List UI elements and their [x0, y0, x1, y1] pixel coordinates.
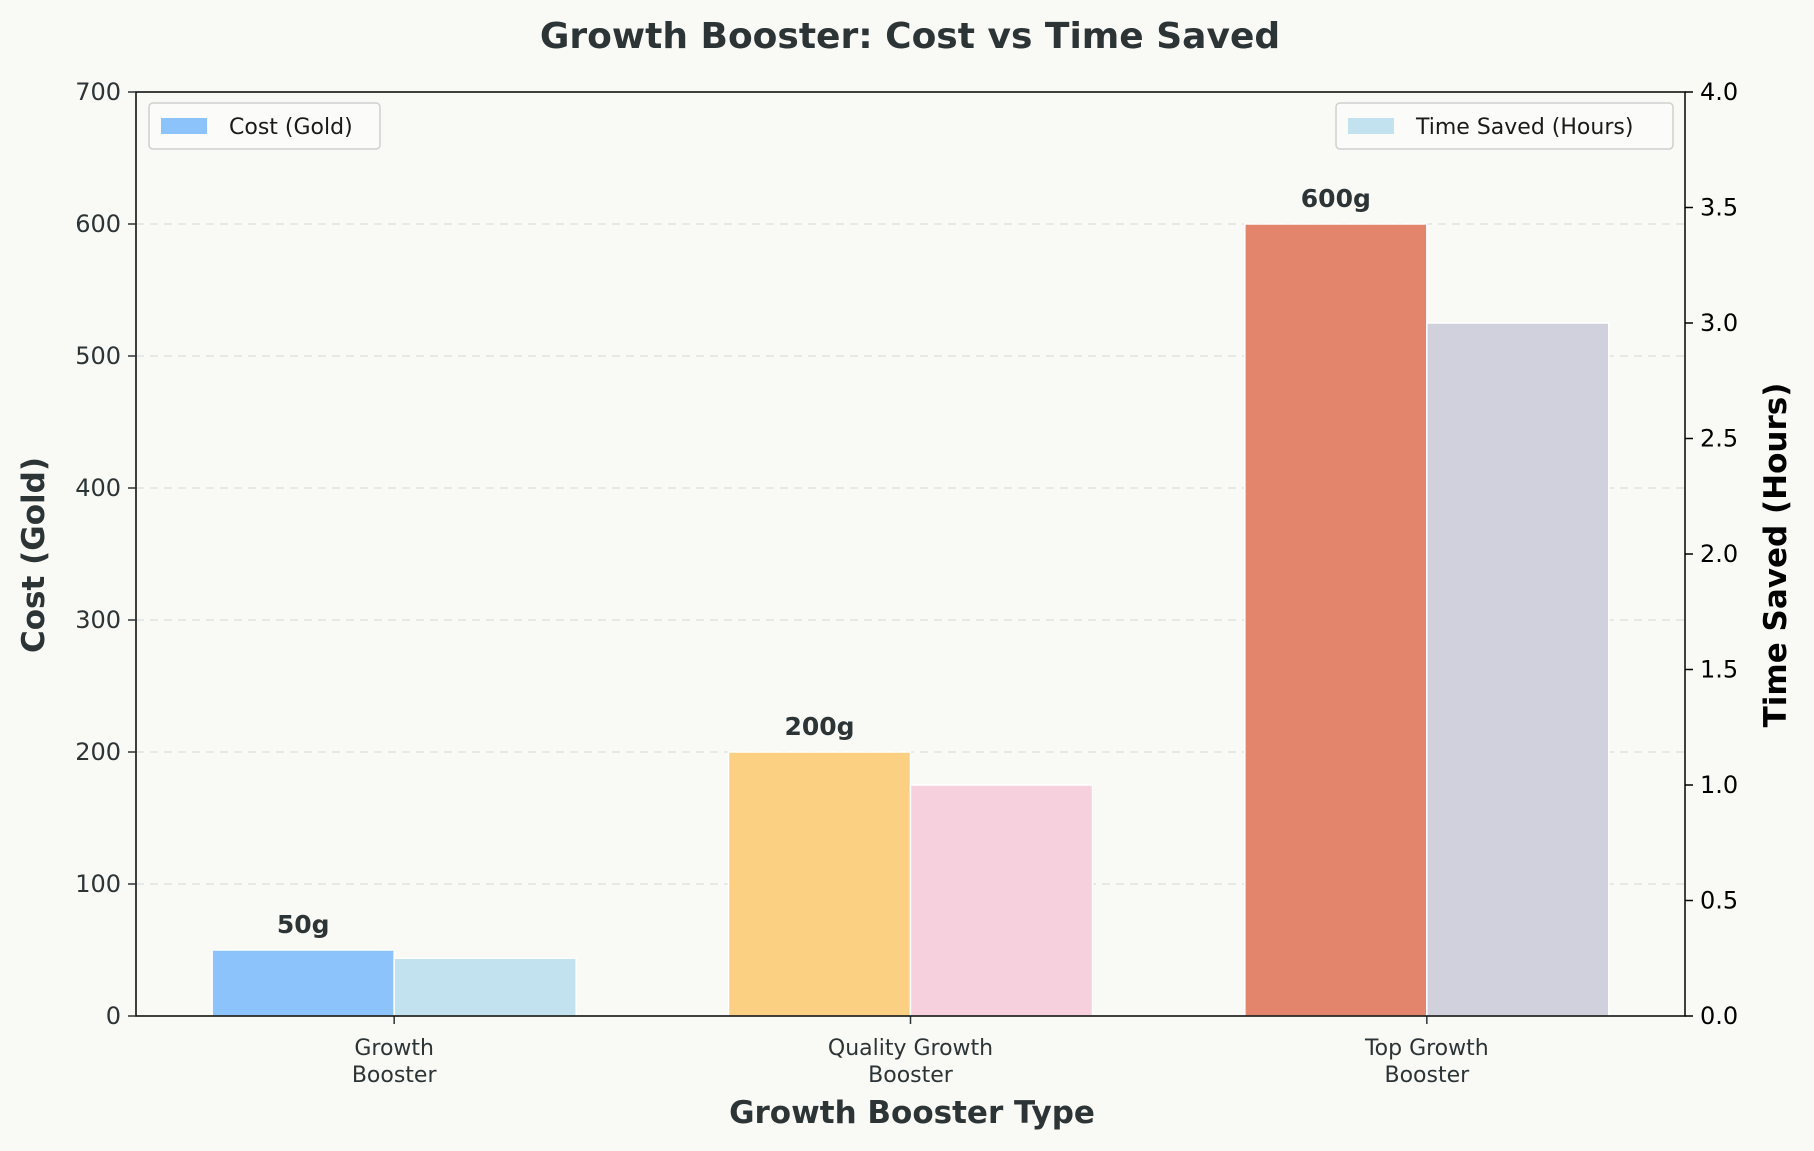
data-label: 200g	[784, 712, 854, 741]
legend-time-saved: Time Saved (Hours)	[1335, 102, 1674, 150]
x-tick-label: Top Growth	[1364, 1036, 1489, 1061]
y-tick-label: 100	[75, 870, 121, 898]
x-tick-label: Booster	[868, 1063, 954, 1088]
bar-time-saved	[909, 784, 1094, 1017]
legend-box	[148, 102, 381, 150]
y2-tick-label: 1.5	[1700, 656, 1738, 684]
y2-tick-label: 2.5	[1700, 425, 1738, 453]
y-tick-label: 400	[75, 474, 121, 502]
y2-axis-label: Time Saved (Hours)	[1758, 383, 1794, 728]
y2-tick-label: 0.0	[1700, 1002, 1738, 1030]
x-tick-label: Quality Growth	[828, 1036, 993, 1061]
legend-swatch	[161, 118, 207, 134]
x-tick-label: Booster	[1384, 1063, 1470, 1088]
y-axis-label: Cost (Gold)	[16, 457, 52, 653]
bar-cost	[1244, 223, 1428, 1017]
y-tick-label: 600	[75, 210, 121, 238]
y-tick-label: 300	[75, 606, 121, 634]
legend-label: Cost (Gold)	[229, 115, 353, 140]
legends: Cost (Gold) Time Saved (Hours)	[148, 102, 1674, 150]
y2-tick-label: 3.0	[1700, 309, 1738, 337]
bars: 50g 200g 600g	[211, 184, 1610, 1017]
y2-tick-label: 2.0	[1700, 540, 1738, 568]
bar-cost	[211, 949, 395, 1017]
legend-cost: Cost (Gold)	[148, 102, 381, 150]
y-tick-label: 200	[75, 738, 121, 766]
y2-tick-label: 4.0	[1700, 78, 1738, 106]
bar-time-saved	[393, 957, 577, 1017]
data-label: 600g	[1301, 184, 1371, 213]
x-tick-label: Growth	[354, 1036, 434, 1061]
bar-time-saved	[1426, 322, 1610, 1017]
legend-label: Time Saved (Hours)	[1415, 115, 1633, 140]
y-tick-label: 0	[106, 1002, 121, 1030]
y-tick-label: 700	[75, 78, 121, 106]
x-tick-label: Booster	[352, 1063, 438, 1088]
data-label: 50g	[277, 910, 330, 939]
bar-cost	[727, 751, 912, 1017]
chart-text: Growth Booster: Cost vs Time Saved Growt…	[16, 16, 1794, 1131]
y-tick-label: 500	[75, 342, 121, 370]
chart-title: Growth Booster: Cost vs Time Saved	[540, 16, 1280, 57]
legend-box	[1335, 102, 1674, 150]
y2-tick-label: 0.5	[1700, 887, 1738, 915]
y2-tick-label: 1.0	[1700, 771, 1738, 799]
y2-tick-label: 3.5	[1700, 194, 1738, 222]
x-axis-label: Growth Booster Type	[729, 1095, 1095, 1131]
legend-swatch	[1348, 118, 1394, 134]
